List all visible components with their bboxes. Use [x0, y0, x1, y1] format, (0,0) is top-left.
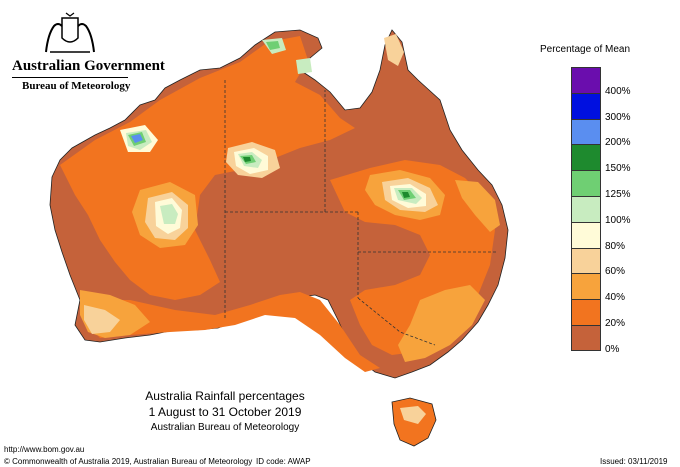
band-60-80-sw	[84, 305, 120, 334]
legend-label: 0%	[605, 343, 620, 355]
legend-label: 60%	[605, 266, 626, 278]
state-borders	[224, 80, 498, 346]
coat-of-arms-icon	[45, 12, 95, 53]
legend-label: 40%	[605, 292, 626, 304]
band-150-200-nt	[243, 157, 251, 162]
map-title: Australia Rainfall percentages	[145, 389, 305, 403]
copyright-notice: © Commonwealth of Australia 2019, Austra…	[4, 457, 253, 466]
legend-label: 200%	[605, 137, 631, 149]
map-period: 1 August to 31 October 2019	[148, 405, 302, 419]
legend-label: 400%	[605, 85, 631, 97]
legend-swatch	[571, 144, 601, 171]
legend-swatch	[571, 247, 601, 274]
header-divider	[12, 77, 128, 78]
legend-swatch	[571, 221, 601, 248]
legend-swatch	[571, 195, 601, 222]
legend-label: 20%	[605, 318, 626, 329]
band-150-200-qld	[402, 192, 410, 198]
agency-name: Bureau of Meteorology	[22, 80, 131, 92]
legend-label: 80%	[605, 240, 626, 252]
legend-title: Percentage of Mean	[540, 44, 631, 55]
id-code: ID code: AWAP	[256, 457, 311, 466]
legend-swatch	[571, 324, 601, 351]
legend-swatch	[571, 92, 601, 119]
legend-swatch	[571, 299, 601, 325]
band-40-60-se	[398, 285, 485, 362]
map-source: Australian Bureau of Meteorology	[150, 422, 300, 433]
legend-swatch	[571, 118, 601, 145]
legend-swatch	[571, 67, 601, 93]
legend-swatch	[571, 273, 601, 300]
band-100-125-gulf	[296, 58, 312, 74]
legend-label: 125%	[605, 189, 631, 200]
legend-color-bar	[571, 67, 601, 351]
band-100-125-wa	[160, 204, 178, 224]
legend-label: 150%	[605, 163, 631, 175]
legend-label: 300%	[605, 111, 631, 123]
legend-swatch	[571, 170, 601, 196]
band-125-150-topend	[266, 41, 280, 50]
band-40-60-ne	[455, 180, 500, 232]
band-200-300-kimberley	[131, 134, 143, 143]
band-20-40-south	[88, 292, 380, 372]
band-20-40-north	[60, 36, 355, 300]
tasmania-inner	[400, 406, 426, 424]
band-60-80-cape	[384, 34, 404, 66]
website-link[interactable]: http://www.bom.gov.au	[4, 445, 85, 454]
legend-label: 100%	[605, 214, 631, 226]
issued-date: Issued: 03/11/2019	[600, 457, 668, 466]
government-name: Australian Government	[12, 58, 165, 74]
